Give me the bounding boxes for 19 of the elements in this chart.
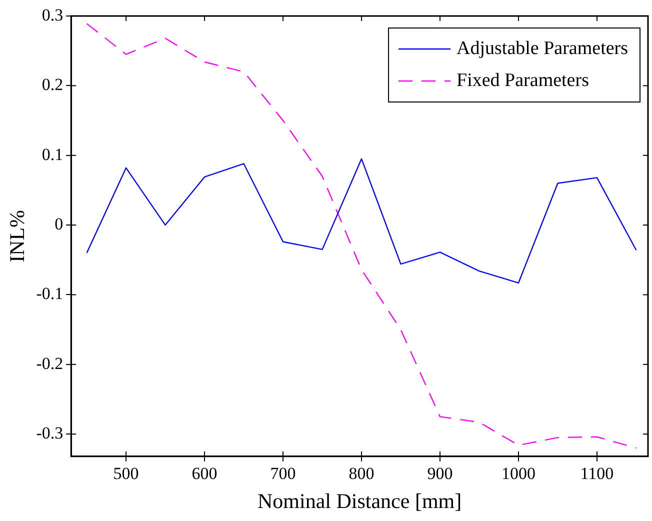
x-axis-title: Nominal Distance [mm] — [257, 488, 462, 513]
y-tick-label: 0.2 — [42, 75, 64, 94]
y-tick-label: -0.1 — [36, 284, 64, 304]
y-tick-label: -0.3 — [36, 424, 64, 443]
x-tick-label: 900 — [427, 464, 453, 484]
line-series — [86, 23, 637, 449]
x-tick-label: 800 — [348, 464, 374, 484]
legend-label: Fixed Parameters — [456, 70, 589, 91]
x-tick-label: 700 — [270, 464, 296, 484]
x-tick-label: 1100 — [580, 464, 614, 484]
x-tick-label: 500 — [113, 464, 139, 484]
x-tick-label: 600 — [192, 464, 218, 484]
y-tick-label: 0.1 — [42, 144, 64, 164]
x-tick-label: 1000 — [501, 464, 536, 484]
y-tick-label: -0.2 — [36, 354, 64, 373]
y-axis-title: INL% — [5, 210, 30, 262]
y-tick-label: 0 — [54, 214, 64, 234]
legend-label: Adjustable Parameters — [456, 38, 628, 59]
y-tick-label: 0.3 — [42, 5, 64, 24]
